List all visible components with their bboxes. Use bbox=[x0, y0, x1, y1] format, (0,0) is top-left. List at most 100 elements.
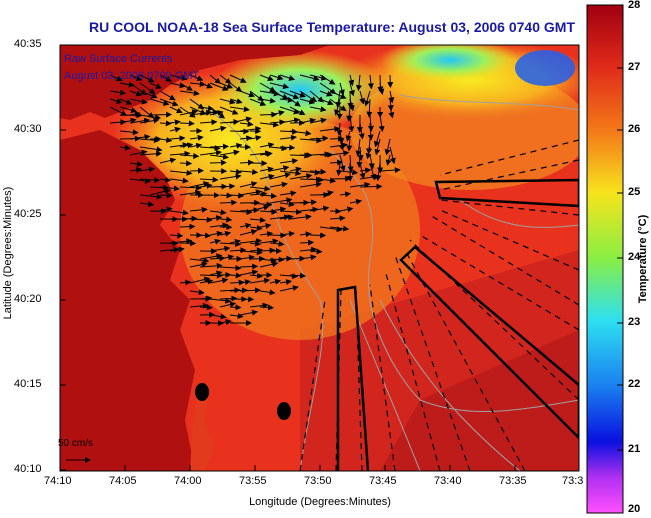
current-vector bbox=[385, 154, 392, 166]
current-vector bbox=[309, 117, 327, 124]
current-vector bbox=[239, 90, 255, 98]
current-vector bbox=[249, 272, 263, 279]
current-vector bbox=[179, 160, 193, 167]
current-vector bbox=[139, 82, 156, 94]
current-vector bbox=[339, 191, 352, 198]
current-vector bbox=[179, 82, 193, 91]
current-vector bbox=[229, 128, 250, 135]
sst-cold-north bbox=[380, 45, 520, 82]
current-vector bbox=[259, 74, 274, 81]
current-vector bbox=[189, 257, 210, 264]
current-vector bbox=[179, 109, 199, 116]
y-tick-label: 40:35 bbox=[14, 38, 42, 50]
colorbar bbox=[586, 4, 624, 514]
current-vector bbox=[119, 129, 139, 136]
x-tick-label: 73:40 bbox=[434, 475, 462, 487]
current-vector bbox=[319, 226, 343, 233]
current-vector bbox=[139, 74, 155, 83]
current-vector bbox=[219, 98, 236, 105]
current-vector bbox=[219, 149, 240, 156]
current-vector bbox=[349, 181, 371, 188]
current-vector bbox=[209, 110, 224, 117]
current-vector bbox=[209, 277, 229, 284]
current-vector bbox=[199, 145, 221, 152]
current-vector bbox=[219, 254, 235, 261]
current-vector bbox=[289, 98, 301, 107]
current-vector bbox=[329, 208, 342, 215]
current-vector bbox=[299, 199, 318, 206]
current-vector bbox=[249, 190, 268, 197]
current-vector bbox=[279, 90, 300, 100]
colorbar-tick-label: 24 bbox=[628, 251, 641, 263]
current-vector bbox=[199, 253, 223, 260]
current-vector bbox=[249, 135, 262, 141]
current-vector bbox=[139, 201, 155, 208]
current-vector bbox=[129, 161, 143, 167]
x-tick-label: 74:05 bbox=[109, 475, 137, 487]
current-vector bbox=[199, 295, 213, 302]
current-vector bbox=[319, 190, 334, 197]
colorbar-tick-label: 20 bbox=[628, 503, 641, 515]
current-vector bbox=[179, 279, 192, 286]
current-vector bbox=[259, 142, 275, 149]
current-vector bbox=[269, 145, 288, 152]
current-vector bbox=[179, 184, 202, 191]
current-vector bbox=[269, 206, 287, 213]
current-vector bbox=[199, 105, 214, 112]
current-vector bbox=[279, 190, 297, 197]
current-vector bbox=[378, 114, 385, 133]
current-vector bbox=[229, 98, 243, 104]
current-vector bbox=[129, 117, 151, 124]
current-vector bbox=[269, 165, 290, 172]
current-vector bbox=[259, 208, 278, 215]
current-vector bbox=[334, 98, 341, 116]
current-vector bbox=[209, 159, 227, 166]
current-vector bbox=[219, 74, 232, 85]
current-vector bbox=[269, 240, 285, 247]
current-vector bbox=[169, 246, 185, 253]
current-vector bbox=[259, 151, 273, 158]
current-vector bbox=[309, 151, 331, 158]
current-vector bbox=[169, 232, 184, 239]
current-vector bbox=[129, 74, 143, 81]
current-vector bbox=[219, 301, 237, 308]
current-vector bbox=[259, 304, 274, 311]
current-vector bbox=[159, 192, 173, 199]
current-vector bbox=[199, 149, 222, 156]
current-vector bbox=[259, 97, 276, 104]
current-vector bbox=[189, 302, 209, 309]
current-vector bbox=[229, 209, 253, 215]
current-vector bbox=[129, 134, 151, 141]
current-vector bbox=[169, 106, 183, 114]
current-vector bbox=[329, 90, 347, 99]
current-vector bbox=[209, 297, 232, 304]
current-vector bbox=[299, 117, 316, 124]
current-vector bbox=[139, 117, 160, 124]
colorbar-tick-label: 23 bbox=[628, 316, 641, 328]
current-vector bbox=[279, 230, 295, 237]
current-vector bbox=[209, 143, 230, 150]
y-tick-label: 40:30 bbox=[14, 123, 42, 135]
current-vector bbox=[339, 169, 359, 176]
current-vector bbox=[346, 106, 353, 122]
x-tick-label: 73:50 bbox=[304, 475, 332, 487]
current-vector bbox=[239, 135, 253, 142]
current-vector bbox=[259, 173, 275, 180]
sst-coldest-spot bbox=[515, 50, 575, 86]
current-vector bbox=[209, 238, 221, 245]
current-vector bbox=[349, 82, 355, 97]
current-vector bbox=[139, 114, 161, 121]
y-tick-label: 40:20 bbox=[14, 293, 42, 305]
current-vector bbox=[189, 142, 203, 149]
current-vector bbox=[169, 74, 188, 81]
current-vector bbox=[329, 135, 344, 142]
current-vector bbox=[219, 82, 234, 89]
current-vector bbox=[229, 247, 247, 254]
y-tick-label: 40:15 bbox=[14, 378, 42, 390]
current-vector bbox=[373, 130, 381, 148]
current-vector bbox=[249, 240, 261, 247]
current-vector bbox=[259, 261, 279, 268]
current-vector bbox=[309, 74, 328, 81]
current-vector bbox=[348, 74, 355, 87]
current-vector bbox=[149, 188, 171, 196]
